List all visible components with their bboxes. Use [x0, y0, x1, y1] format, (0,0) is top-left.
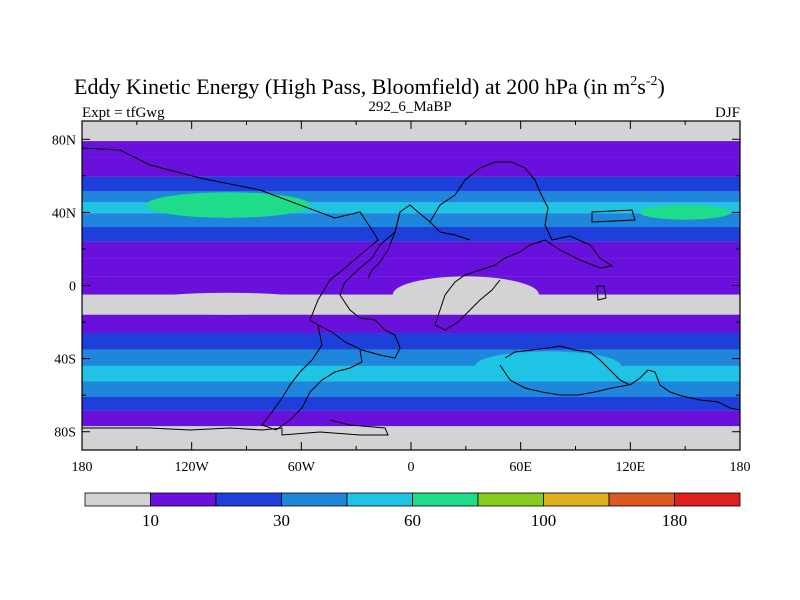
antarctica-outline [82, 419, 389, 436]
field-band [82, 381, 740, 397]
australia-outline [504, 345, 740, 411]
field-maximum [639, 205, 731, 220]
x-tick-label: 120E [616, 460, 646, 475]
field-band [82, 176, 740, 192]
australia-coast [499, 364, 629, 396]
chart-subtitle: 292_6_MaBP [368, 99, 451, 115]
x-axis: 180 120W 60W 0 60E 120E 180 [72, 121, 751, 475]
field-band [82, 333, 740, 350]
africa-outline [367, 211, 401, 279]
y-axis: 80N 40N 0 40S 80S [52, 133, 740, 441]
colorbar-swatch [412, 492, 479, 507]
south-america-outline [261, 324, 363, 431]
colorbar-label: 60 [404, 511, 421, 530]
experiment-label: Expt = tfGwg [82, 105, 165, 121]
field-band [82, 349, 740, 366]
map-plot-area: 180 120W 60W 0 60E 120E 180 80N 40N 0 40S 80S [52, 120, 751, 475]
field-maximum [392, 276, 539, 313]
colorbar-swatch [84, 492, 151, 507]
field-band [82, 227, 740, 242]
coastline-outlines [82, 147, 740, 436]
field-band [82, 396, 740, 411]
colorbar-swatch [608, 492, 675, 507]
field-band [82, 365, 740, 382]
field-band [82, 141, 740, 158]
colorbar-swatch [215, 492, 282, 507]
x-tick-label: 180 [730, 460, 751, 475]
y-tick-label: 0 [69, 280, 76, 295]
field-band [82, 202, 740, 214]
field-band [82, 410, 740, 427]
y-tick-label: 80S [54, 426, 76, 441]
eurasia-outline [429, 161, 614, 331]
field-band [82, 191, 740, 203]
y-tick-label: 40S [54, 353, 76, 368]
x-tick-label: 180 [72, 460, 93, 475]
colorbar-swatch [281, 492, 348, 507]
contour-field [82, 121, 740, 450]
colorbar: 10 30 60 100 180 [84, 492, 741, 530]
field-band [82, 426, 740, 450]
x-tick-label: 120W [175, 460, 210, 475]
field-band [82, 241, 740, 259]
season-label: DJF [715, 105, 740, 121]
colorbar-label: 10 [142, 511, 159, 530]
field-maximum [474, 351, 622, 381]
colorbar-swatch [346, 492, 413, 507]
field-band [82, 157, 740, 177]
colorbar-label: 180 [662, 511, 688, 530]
colorbar-label: 100 [531, 511, 557, 530]
field-maximum [127, 292, 329, 315]
colorbar-swatch [543, 492, 610, 507]
colorbar-label: 30 [273, 511, 290, 530]
colorbar-swatch [477, 492, 544, 507]
field-band [82, 258, 740, 277]
colorbar-swatch [674, 492, 741, 507]
y-tick-label: 40N [52, 206, 76, 221]
island-outline [596, 285, 607, 301]
field-band [82, 121, 740, 142]
india-outline [591, 209, 636, 223]
x-tick-label: 0 [408, 460, 415, 475]
x-tick-label: 60E [509, 460, 532, 475]
x-tick-label: 60W [288, 460, 316, 475]
field-band [82, 314, 740, 334]
y-tick-label: 80N [52, 133, 76, 148]
field-maximum [145, 192, 311, 218]
chart-title: Eddy Kinetic Energy (High Pass, Bloomfie… [74, 74, 665, 99]
colorbar-swatch [150, 492, 217, 507]
